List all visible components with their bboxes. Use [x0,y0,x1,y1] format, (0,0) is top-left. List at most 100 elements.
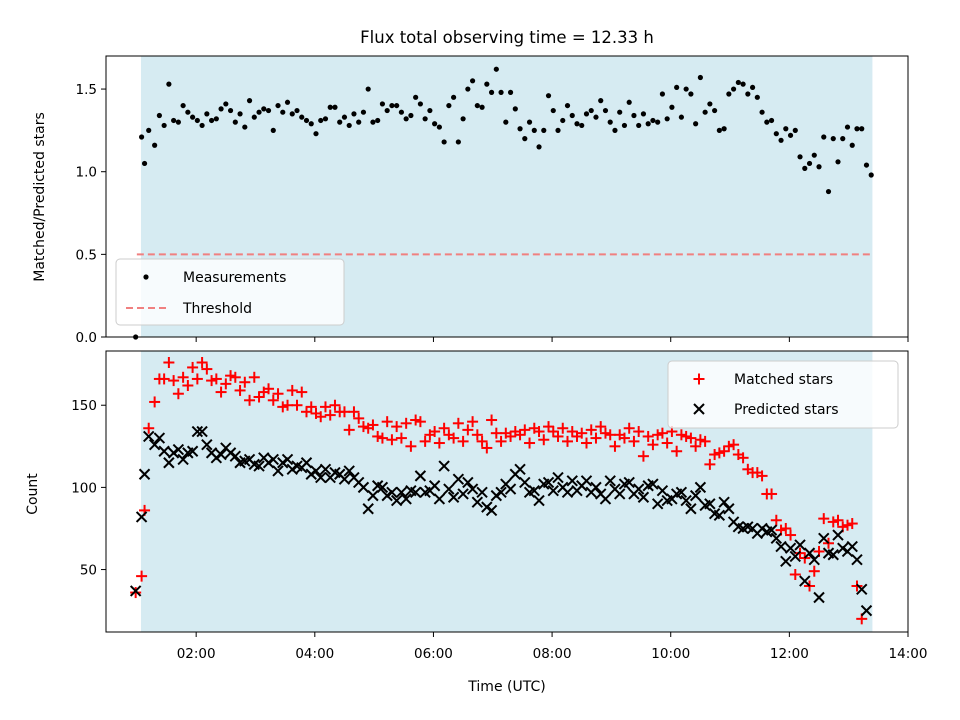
predicted-stars-point [552,471,564,484]
predicted-stars-point [196,425,208,438]
measurements-point [223,101,229,107]
predicted-stars-point [158,445,170,457]
measurements-point [318,117,324,124]
predicted-stars-point [447,491,460,503]
matched-stars-point [851,580,863,592]
predicted-stars-point [623,476,635,489]
measurements-point [284,99,291,105]
matched-stars-point [201,363,213,375]
matched-stars-point [386,434,398,446]
matched-stars-point [220,378,232,390]
predicted-stars-point [300,457,313,469]
measurements-point [749,84,756,91]
matched-stars-point [841,519,853,531]
measurements-point [825,188,832,195]
measurements-point [797,154,803,160]
matched-stars-point [239,376,251,388]
y-tick-label: 0.0 [76,330,97,346]
matched-stars-point [168,375,180,387]
measurements-point [536,144,542,150]
matched-stars-point [305,401,317,413]
measurements-point [417,101,423,107]
measurements-point [413,94,419,100]
predicted-stars-point [566,475,578,487]
matched-stars-point [267,394,279,406]
measurements-point [735,79,741,86]
measurements-point [166,81,172,87]
measurements-point [351,111,357,117]
measurements-point [299,114,305,120]
measurements-point [204,111,210,117]
measurements-point [356,119,362,125]
predicted-stars-point [856,583,868,595]
matched-stars-point [462,424,474,436]
predicted-stars-point [443,483,455,495]
matched-stars-point [410,414,422,426]
measurements-point [659,91,666,97]
predicted-stars-point [177,453,189,466]
measurements-point [389,102,395,109]
measurements-point [621,122,628,129]
matched-stars-point [718,445,730,457]
matched-stars-point [272,388,284,400]
measurement-points [133,66,874,340]
measurements-point [503,119,509,125]
bottom-x-ticks: 02:00 04:00 06:00 08:00 10:00 12:00 14:00 [177,632,927,662]
matched-stars-point [319,401,331,413]
matched-stars-point [182,380,194,392]
predicted-stars-point [685,503,697,515]
measurements-point [541,127,547,133]
matched-stars-point [448,432,460,444]
predicted-stars-point [267,453,279,466]
matched-stars-point [476,435,488,447]
measurements-point [465,86,471,92]
bottom-y-axis-label: Count [25,473,41,515]
measurements-point [484,81,490,87]
matched-stars-point [628,435,640,447]
matched-stars-point [623,422,635,434]
matched-stars-point [524,437,536,449]
measurements-point [469,78,476,84]
measurements-point [261,106,267,112]
top-axes-frame [105,55,909,338]
matched-stars-point [210,373,222,385]
predicted-stars-point [599,493,612,505]
measurements-point [674,84,680,91]
matched-stars-point [618,432,630,444]
measurements-point [588,107,594,114]
matched-stars-point [595,421,607,433]
predicted-stars-point [153,432,166,444]
measurements-point [146,127,152,133]
matched-stars-point [296,386,308,398]
matched-stars-point [419,435,431,447]
matched-stars-point [301,406,312,418]
measurements-point [678,114,684,120]
measurements-point [555,127,561,133]
predicted-stars-point [367,489,379,502]
measurements-point [840,136,846,142]
matched-stars-point [723,440,735,452]
measurements-point [337,119,343,125]
matched-stars-point [253,391,265,403]
predicted-stars-point [395,486,408,499]
measurements-point [242,124,248,130]
matched-stars-point [486,414,498,426]
measurements-point [683,86,689,92]
measurements-point [394,102,400,109]
measurements-point [375,117,381,124]
matched-stars-point [490,427,502,439]
matched-stars-point [637,450,649,462]
predicted-stars-point [504,483,517,495]
predicted-stars-point [438,460,450,472]
measurements-point [602,107,609,114]
matched-stars-point [599,427,611,439]
matched-stars-point [149,396,161,408]
matched-stars-point [547,426,559,438]
measurements-point [308,121,314,127]
predicted-stars-point [172,443,185,456]
measurements-point [493,66,499,72]
predicted-stars-point [561,486,574,499]
measurements-point [185,109,191,115]
predicted-stars-point [604,475,616,487]
matched-stars-point [671,445,683,457]
